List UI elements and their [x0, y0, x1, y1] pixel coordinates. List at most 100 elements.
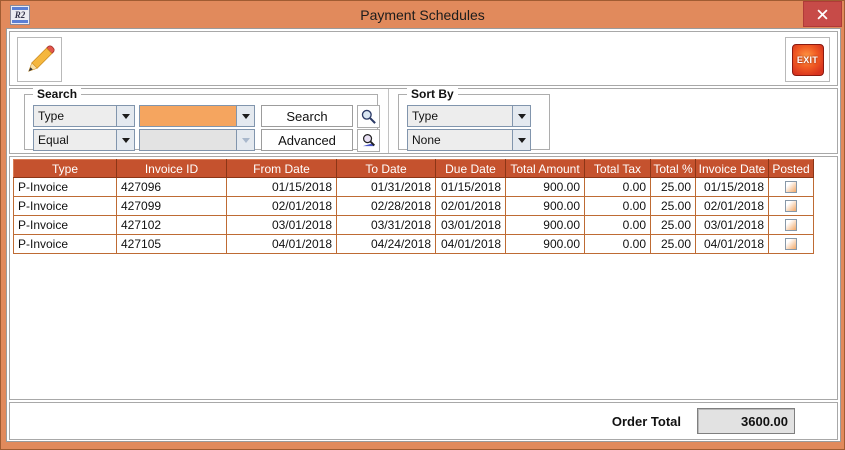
close-button[interactable]: [803, 1, 842, 27]
column-header-from-date[interactable]: From Date: [226, 159, 337, 178]
column-header-type[interactable]: Type: [13, 159, 117, 178]
column-header-invoice-date[interactable]: Invoice Date: [695, 159, 769, 178]
search-field-combobox[interactable]: Type: [33, 105, 135, 127]
window-title: Payment Schedules: [360, 6, 485, 23]
cell-invoice-date[interactable]: 02/01/2018: [695, 196, 769, 216]
table-row[interactable]: P-Invoice 427102 03/01/2018 03/31/2018 03/01…: [13, 215, 814, 235]
chevron-down-icon[interactable]: [512, 106, 530, 126]
cell-to-date[interactable]: 02/28/2018: [336, 196, 436, 216]
advanced-lookup-button[interactable]: [357, 129, 380, 152]
cell-type[interactable]: P-Invoice: [13, 177, 117, 197]
cell-posted: [768, 196, 814, 216]
cell-invoice-date[interactable]: 01/15/2018: [695, 177, 769, 197]
cell-posted: [768, 177, 814, 197]
cell-invoice-id[interactable]: 427096: [116, 177, 227, 197]
sort-primary-value: Type: [412, 109, 439, 123]
exit-button[interactable]: EXIT: [785, 37, 830, 82]
cell-total-amount[interactable]: 900.00: [505, 215, 585, 235]
column-header-total-amount[interactable]: Total Amount: [505, 159, 585, 178]
search-value-text: [140, 106, 236, 126]
cell-to-date[interactable]: 01/31/2018: [336, 177, 436, 197]
advanced-search-icon: [362, 134, 376, 147]
cell-total-[interactable]: 25.00: [650, 196, 696, 216]
cell-type[interactable]: P-Invoice: [13, 196, 117, 216]
order-total-field: 3600.00: [697, 408, 795, 434]
cell-total-tax[interactable]: 0.00: [584, 177, 651, 197]
cell-due-date[interactable]: 03/01/2018: [435, 215, 506, 235]
search-operator-value: Equal: [38, 133, 69, 147]
column-header-posted[interactable]: Posted: [768, 159, 814, 178]
cell-to-date[interactable]: 03/31/2018: [336, 215, 436, 235]
sort-secondary-combobox[interactable]: None: [407, 129, 531, 151]
cell-due-date[interactable]: 02/01/2018: [435, 196, 506, 216]
cell-to-date[interactable]: 04/24/2018: [336, 234, 436, 254]
column-header-total-tax[interactable]: Total Tax: [584, 159, 651, 178]
cell-invoice-id[interactable]: 427099: [116, 196, 227, 216]
divider: [388, 89, 389, 153]
chevron-down-icon[interactable]: [236, 106, 254, 126]
cell-total-amount[interactable]: 900.00: [505, 234, 585, 254]
cell-total-[interactable]: 25.00: [650, 177, 696, 197]
schedules-table: Type Invoice ID From Date To Date Due Date To…: [13, 159, 814, 254]
cell-invoice-date[interactable]: 03/01/2018: [695, 215, 769, 235]
cell-total-amount[interactable]: 900.00: [505, 177, 585, 197]
search-lookup-button[interactable]: [357, 105, 380, 128]
cell-from-date[interactable]: 03/01/2018: [226, 215, 337, 235]
search-field-value: Type: [38, 109, 65, 123]
chevron-down-icon[interactable]: [116, 130, 134, 150]
cell-type[interactable]: P-Invoice: [13, 234, 117, 254]
advanced-button[interactable]: Advanced: [261, 129, 353, 151]
sort-primary-combobox[interactable]: Type: [407, 105, 531, 127]
posted-checkbox[interactable]: [785, 181, 797, 193]
search-secondary-text: [140, 130, 236, 150]
posted-checkbox[interactable]: [785, 238, 797, 250]
search-groupbox: Search Type Search Equal: [24, 87, 380, 152]
cell-total-[interactable]: 25.00: [650, 234, 696, 254]
cell-due-date[interactable]: 04/01/2018: [435, 234, 506, 254]
search-button[interactable]: Search: [261, 105, 353, 127]
chevron-down-icon[interactable]: [512, 130, 530, 150]
search-value-combobox[interactable]: [139, 105, 255, 127]
column-header-invoice-id[interactable]: Invoice ID: [116, 159, 227, 178]
cell-total-tax[interactable]: 0.00: [584, 215, 651, 235]
column-header-due-date[interactable]: Due Date: [435, 159, 506, 178]
chevron-down-icon[interactable]: [116, 106, 134, 126]
cell-total-tax[interactable]: 0.00: [584, 234, 651, 254]
cell-from-date[interactable]: 01/15/2018: [226, 177, 337, 197]
posted-checkbox[interactable]: [785, 200, 797, 212]
order-total-label: Order Total: [611, 413, 681, 429]
footer-panel: Order Total 3600.00: [9, 402, 838, 440]
app-logo-icon: R2: [10, 5, 30, 25]
pencil-icon: [27, 44, 55, 72]
cell-total-[interactable]: 25.00: [650, 215, 696, 235]
cell-total-amount[interactable]: 900.00: [505, 196, 585, 216]
window-content: EXIT Search Type Search: [6, 28, 841, 442]
exit-icon: EXIT: [791, 43, 824, 76]
edit-button[interactable]: [17, 37, 62, 82]
cell-total-tax[interactable]: 0.00: [584, 196, 651, 216]
search-group-label: Search: [33, 87, 82, 101]
app-logo-text: R2: [14, 10, 26, 20]
sortby-group-label: Sort By: [407, 87, 458, 101]
column-header-to-date[interactable]: To Date: [336, 159, 436, 178]
toolbar: EXIT: [9, 31, 838, 86]
column-header-total-[interactable]: Total %: [650, 159, 696, 178]
cell-type[interactable]: P-Invoice: [13, 215, 117, 235]
search-operator-combobox[interactable]: Equal: [33, 129, 135, 151]
search-secondary-combobox: [139, 129, 255, 151]
cell-due-date[interactable]: 01/15/2018: [435, 177, 506, 197]
cell-from-date[interactable]: 02/01/2018: [226, 196, 337, 216]
magnifier-icon: [361, 109, 376, 124]
search-sort-panel: Search Type Search Equal: [9, 87, 838, 154]
cell-from-date[interactable]: 04/01/2018: [226, 234, 337, 254]
cell-invoice-date[interactable]: 04/01/2018: [695, 234, 769, 254]
table-row[interactable]: P-Invoice 427096 01/15/2018 01/31/2018 01/15…: [13, 177, 814, 197]
cell-invoice-id[interactable]: 427102: [116, 215, 227, 235]
schedules-table-panel: Type Invoice ID From Date To Date Due Date To…: [9, 156, 838, 400]
table-row[interactable]: P-Invoice 427099 02/01/2018 02/28/2018 02/01…: [13, 196, 814, 216]
posted-checkbox[interactable]: [785, 219, 797, 231]
cell-invoice-id[interactable]: 427105: [116, 234, 227, 254]
sortby-groupbox: Sort By Type None: [398, 87, 550, 151]
table-row[interactable]: P-Invoice 427105 04/01/2018 04/24/2018 04/01…: [13, 234, 814, 254]
